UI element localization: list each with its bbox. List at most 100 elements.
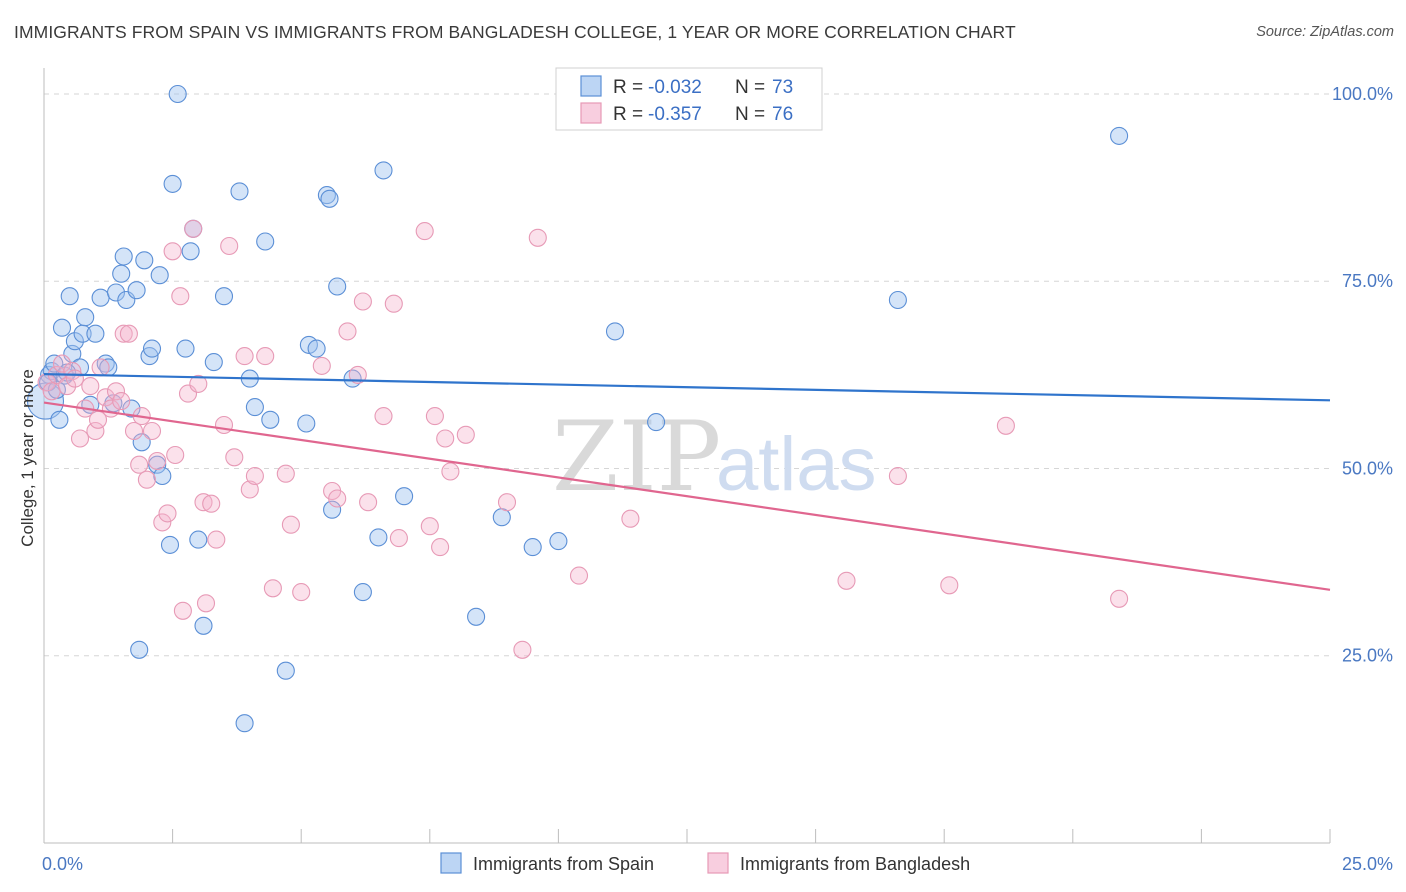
legend-n-value-bangladesh: 76 (772, 104, 793, 125)
spain-point-33 (163, 174, 182, 193)
bangladesh-point-26 (158, 504, 177, 523)
spain-point-58 (374, 161, 393, 180)
watermark-zip: ZIP (552, 401, 721, 513)
bangladesh-point-6 (65, 369, 84, 388)
spain-point-19 (112, 264, 131, 283)
bangladesh-point-52 (338, 322, 357, 341)
spain-point-64 (605, 322, 625, 341)
spain-point-4 (50, 410, 69, 429)
bottom-legend-swatch-spain (440, 852, 462, 874)
spain-point-7 (60, 287, 79, 306)
bangladesh-point-68 (569, 566, 589, 585)
spain-point-23 (127, 281, 146, 300)
bangladesh-point-69 (621, 509, 640, 528)
spain-point-61 (492, 508, 511, 527)
spain-point-63 (549, 532, 568, 551)
bangladesh-point-74 (996, 416, 1015, 435)
bangladesh-point-62 (431, 538, 450, 557)
legend-n-label-spain: N = (735, 77, 765, 98)
y-tick-label-2: 75.0% (1342, 271, 1393, 291)
spain-point-66 (888, 290, 907, 310)
spain-point-57 (369, 528, 388, 547)
spain-point-48 (297, 414, 316, 433)
bangladesh-point-27 (163, 242, 182, 261)
spain-point-47 (276, 661, 295, 680)
spain-point-43 (235, 714, 254, 733)
spain-point-36 (181, 242, 200, 261)
spain-point-27 (140, 347, 159, 366)
spain-point-52 (320, 189, 339, 208)
y-tick-label-1: 50.0% (1342, 458, 1393, 478)
bangladesh-point-17 (114, 324, 133, 343)
bangladesh-point-59 (415, 222, 434, 241)
bangladesh-point-15 (106, 382, 126, 401)
x-tick-labels: 0.0% 25.0% (42, 854, 1393, 874)
bangladesh-point-1 (42, 382, 61, 401)
spain-point-59 (395, 487, 414, 506)
spain-point-20 (114, 247, 133, 266)
watermark: ZIP atlas (552, 401, 877, 513)
x-tick-label-1: 25.0% (1342, 854, 1393, 874)
spain-point-31 (153, 466, 172, 486)
bangladesh-point-41 (235, 347, 254, 366)
bangladesh-point-12 (91, 358, 110, 377)
spain-point-3 (45, 354, 64, 373)
bangladesh-point-19 (124, 421, 144, 441)
legend-r-value-bangladesh: -0.357 (648, 104, 702, 125)
bangladesh-point-18 (119, 324, 138, 343)
bangladesh-point-16 (112, 392, 131, 411)
legend-r-label-bangladesh: R = (613, 104, 643, 125)
spain-point-42 (230, 182, 249, 201)
spain-point-26 (135, 251, 154, 270)
x-tick-label-0: 0.0% (42, 854, 83, 874)
y-tick-label-3: 100.0% (1332, 84, 1393, 104)
bangladesh-point-35 (196, 594, 216, 613)
bangladesh-point-36 (202, 494, 221, 513)
bangladesh-point-70 (513, 640, 532, 659)
bangladesh-point-48 (292, 583, 311, 602)
bangladesh-point-45 (263, 579, 282, 598)
spain-point-46 (261, 410, 280, 429)
bangladesh-point-13 (96, 388, 115, 407)
bangladesh-point-53 (348, 365, 367, 384)
bangladesh-point-32 (184, 219, 203, 238)
bangladesh-point-57 (384, 294, 403, 313)
spain-point-14 (86, 324, 105, 343)
bangladesh-point-34 (194, 493, 213, 512)
bottom-legend-swatch-bangladesh (707, 852, 729, 874)
y-tick-labels: 25.0% 50.0% 75.0% 100.0% (1332, 84, 1393, 666)
legend-r-label-spain: R = (613, 77, 643, 98)
series-spain-points (26, 84, 1129, 733)
spain-point-34 (168, 84, 187, 104)
spain-point-41 (214, 287, 234, 306)
legend-swatch-bangladesh (580, 102, 602, 124)
bangladesh-point-20 (130, 455, 149, 474)
bangladesh-point-49 (312, 356, 331, 375)
bangladesh-point-65 (456, 425, 475, 444)
spain-point-54 (328, 277, 347, 296)
bangladesh-point-40 (225, 448, 244, 467)
bangladesh-point-38 (214, 415, 234, 435)
bangladesh-point-28 (166, 445, 185, 465)
bangladesh-point-43 (245, 466, 264, 486)
bangladesh-point-60 (420, 517, 439, 536)
spain-point-40 (204, 353, 223, 372)
axes (43, 68, 1331, 844)
correlation-legend: R = -0.032 N = 73 R = -0.357 N = 76 (555, 67, 823, 131)
bangladesh-point-47 (281, 515, 300, 534)
spain-point-22 (122, 399, 141, 418)
watermark-atlas: atlas (716, 422, 877, 507)
spain-point-39 (194, 616, 213, 635)
bangladesh-point-67 (528, 228, 547, 247)
bangladesh-point-24 (148, 451, 167, 471)
legend-n-label-bangladesh: N = (735, 104, 765, 125)
bangladesh-trendline (43, 401, 1331, 591)
bangladesh-point-22 (137, 470, 156, 489)
bangladesh-point-46 (276, 464, 295, 483)
spain-point-67 (1110, 126, 1129, 145)
spain-point-32 (160, 535, 180, 554)
spain-point-12 (76, 308, 95, 327)
spain-point-65 (647, 413, 666, 432)
spain-point-18 (106, 283, 126, 302)
